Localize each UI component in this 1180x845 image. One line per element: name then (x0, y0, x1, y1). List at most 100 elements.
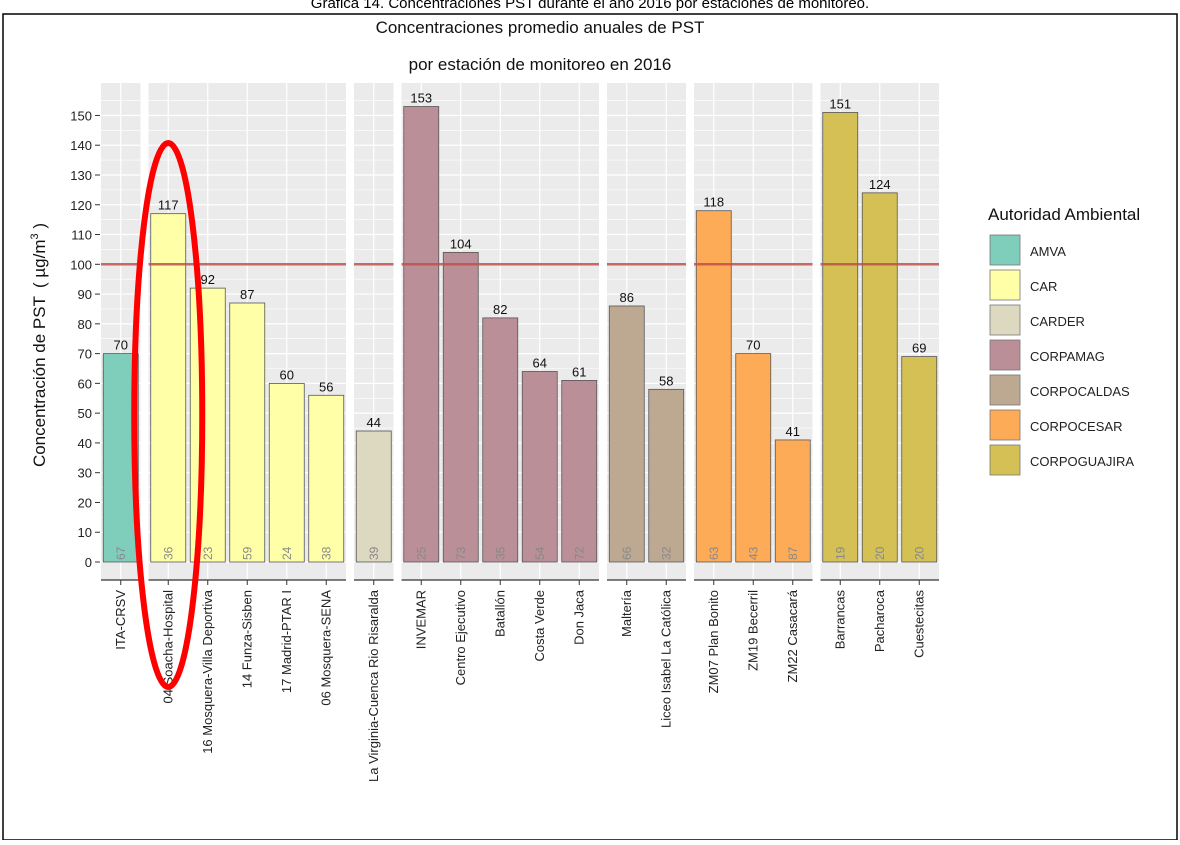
panel-carder: 44 39 La Virginia-Cuenca Rio Risaralda (354, 83, 394, 782)
bar-la-virginia-cuenca-rio-risaralda (355, 430, 392, 563)
legend-swatch-corpocesar (989, 409, 1021, 441)
bar-sample-count: 73 (454, 546, 468, 560)
legend-label-car: CAR (1030, 279, 1057, 294)
bar-malteria (608, 305, 645, 563)
bar-sample-count: 23 (201, 546, 215, 560)
chart-title-line2: por estación de monitoreo en 2016 (409, 55, 672, 74)
legend-label-amva: AMVA (1030, 244, 1066, 259)
legend: Autoridad Ambiental AMVA CAR CARDER CORPAMA… (988, 205, 1140, 476)
bar-sample-count: 39 (367, 546, 381, 560)
bar-sample-count: 20 (873, 546, 887, 560)
bar-value-label: 64 (533, 355, 547, 370)
bar-zm22-casacara (774, 439, 811, 563)
y-tick-label: 120 (70, 198, 92, 213)
legend-swatch-car (989, 269, 1021, 301)
y-tick-label: 30 (78, 466, 92, 481)
x-tick-label: Cuestecitas (911, 590, 926, 658)
bar-centro-ejecutivo (442, 251, 479, 563)
x-tick-label: 17 Madrid-PTAR I (279, 590, 294, 693)
x-tick-label: Batallón (492, 590, 507, 637)
y-tick-label: 40 (78, 436, 92, 451)
x-tick-label: 16 Mosquera-Villa Deportiva (200, 589, 215, 754)
y-tick-label: 10 (78, 525, 92, 540)
legend-swatch-carder (989, 304, 1021, 336)
bar-zm07-plan-bonito (695, 210, 732, 563)
legend-label-carder: CARDER (1030, 314, 1085, 329)
legend-label-corpamag: CORPAMAG (1030, 349, 1105, 364)
bar-sample-count: 59 (240, 546, 254, 560)
y-tick-label: 70 (78, 347, 92, 362)
bar-sample-count: 43 (746, 546, 760, 560)
y-tick-label: 110 (71, 228, 92, 243)
panel-car: 117 36 04 Soacha-Hospital 92 23 16 Mosquera-V… (148, 83, 346, 754)
x-tick-label: ZM07 Plan Bonito (706, 590, 721, 693)
x-tick-label: Costa Verde (532, 590, 547, 662)
y-tick-label: 50 (78, 406, 92, 421)
bar-value-label: 92 (201, 272, 215, 287)
bar-batallon (482, 317, 519, 563)
bar-value-label: 41 (786, 424, 800, 439)
panel-corpoguajira: 151 19 Barrancas 124 20 Pacharoca 69 20 Cuesteci… (820, 83, 939, 658)
x-tick-label: 06 Mosquera-SENA (318, 590, 333, 706)
bar-14-funza-sisben (229, 302, 266, 563)
bar-barrancas (822, 112, 859, 563)
legend-title: Autoridad Ambiental (988, 205, 1140, 224)
bar-sample-count: 87 (786, 546, 800, 560)
bar-value-label: 70 (114, 338, 128, 353)
legend-swatch-corpoguajira (989, 444, 1021, 476)
x-tick-label: ITA-CRSV (113, 590, 128, 650)
x-tick-label: Pacharoca (872, 589, 887, 652)
bar-04-soacha-hospital (150, 213, 187, 563)
y-tick-label: 60 (78, 376, 92, 391)
bar-sample-count: 24 (280, 546, 294, 560)
y-axis-ticks: 0 10 20 30 40 50 60 70 80 90 100 110 120 130 140 150 (70, 108, 100, 570)
bar-sample-count: 72 (572, 546, 586, 560)
chart-title-line1: Concentraciones promedio anuales de PST (376, 18, 705, 37)
x-tick-label: Maltería (619, 589, 634, 637)
bar-value-label: 118 (703, 195, 724, 210)
y-tick-label: 130 (70, 168, 92, 183)
x-tick-label: Barrancas (832, 590, 847, 650)
x-tick-label: Liceo Isabel La Católica (658, 589, 673, 728)
bar-value-label: 151 (829, 96, 851, 111)
bar-value-label: 104 (450, 236, 472, 251)
bar-17-madrid-ptar-i (268, 382, 305, 563)
bar-value-label: 86 (620, 290, 634, 305)
panel-corpamag: 153 25 INVEMAR 104 73 Centro Ejecutivo 82 35 Bat… (401, 83, 599, 685)
y-axis-label-unit-sup: 3 (29, 233, 41, 239)
y-tick-label: 100 (70, 257, 92, 272)
bar-sample-count: 38 (319, 546, 333, 560)
highlight-ellipse (131, 140, 206, 690)
bar-costa-verde (521, 371, 558, 563)
y-axis-label-unit-close: ) (30, 223, 49, 233)
bar-liceo-isabel-la-catolica (648, 388, 685, 563)
bar-sample-count: 36 (161, 546, 175, 560)
legend-label-corpocesar: CORPOCESAR (1030, 419, 1122, 434)
bar-value-label: 44 (367, 415, 381, 430)
panel-corpocaldas: 86 66 Maltería 58 32 Liceo Isabel La Católica (607, 83, 686, 728)
bar-sample-count: 25 (414, 546, 428, 560)
bar-don-jaca (561, 380, 598, 563)
bar-value-label: 56 (319, 379, 333, 394)
bar-sample-count: 54 (533, 546, 547, 560)
x-tick-label: ZM22 Casacará (785, 589, 800, 682)
y-axis-label-main: Concentración de PST (30, 296, 49, 467)
legend-swatch-amva (989, 234, 1021, 266)
bar-value-label: 69 (912, 341, 926, 356)
bar-value-label: 82 (493, 302, 507, 317)
y-tick-label: 150 (70, 108, 92, 123)
bar-zm19-becerril (735, 353, 772, 563)
x-tick-label: ZM19 Becerril (745, 590, 760, 671)
y-tick-label: 20 (78, 495, 92, 510)
y-tick-label: 0 (85, 555, 92, 570)
bar-pacharoca (861, 192, 898, 563)
x-tick-label: Don Jaca (571, 589, 586, 645)
bar-16-mosquera-villa-deportiva (189, 287, 226, 563)
y-axis-label-unit: ( µg/m (30, 239, 49, 288)
y-axis-label: Concentración de PST ( µg/m3 ) (29, 223, 49, 467)
bar-sample-count: 32 (659, 546, 673, 560)
bar-value-label: 153 (410, 91, 432, 106)
legend-label-corpoguajira: CORPOGUAJIRA (1030, 454, 1134, 469)
bar-cuestecitas (901, 356, 938, 563)
